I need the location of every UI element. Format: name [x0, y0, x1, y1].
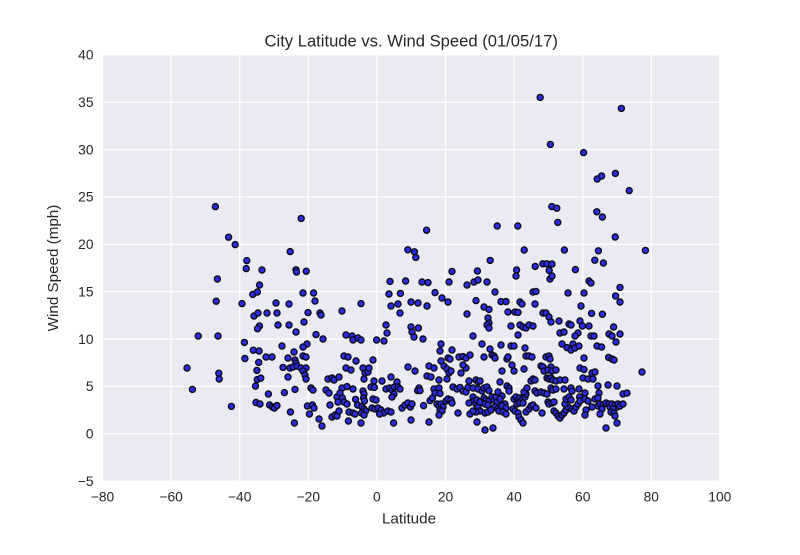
svg-text:0: 0 [86, 427, 94, 442]
svg-text:15: 15 [78, 285, 94, 300]
svg-text:−20: −20 [297, 490, 321, 505]
svg-text:25: 25 [78, 190, 94, 205]
svg-text:−5: −5 [78, 474, 94, 489]
svg-text:80: 80 [644, 490, 660, 505]
svg-text:Wind Speed (mph): Wind Speed (mph) [45, 205, 62, 332]
svg-text:City Latitude vs. Wind Speed (: City Latitude vs. Wind Speed (01/05/17) [265, 32, 558, 51]
svg-text:35: 35 [78, 95, 94, 110]
svg-text:40: 40 [506, 490, 522, 505]
svg-text:40: 40 [78, 48, 94, 63]
svg-text:−60: −60 [159, 490, 183, 505]
svg-text:30: 30 [78, 142, 94, 157]
svg-text:0: 0 [373, 490, 381, 505]
svg-text:−80: −80 [91, 490, 115, 505]
svg-text:Latitude: Latitude [382, 511, 436, 528]
svg-text:100: 100 [708, 490, 731, 505]
svg-text:20: 20 [78, 237, 94, 252]
svg-text:−40: −40 [228, 490, 252, 505]
svg-text:5: 5 [86, 379, 94, 394]
svg-text:20: 20 [438, 490, 454, 505]
svg-text:10: 10 [78, 332, 94, 347]
svg-text:60: 60 [575, 490, 591, 505]
